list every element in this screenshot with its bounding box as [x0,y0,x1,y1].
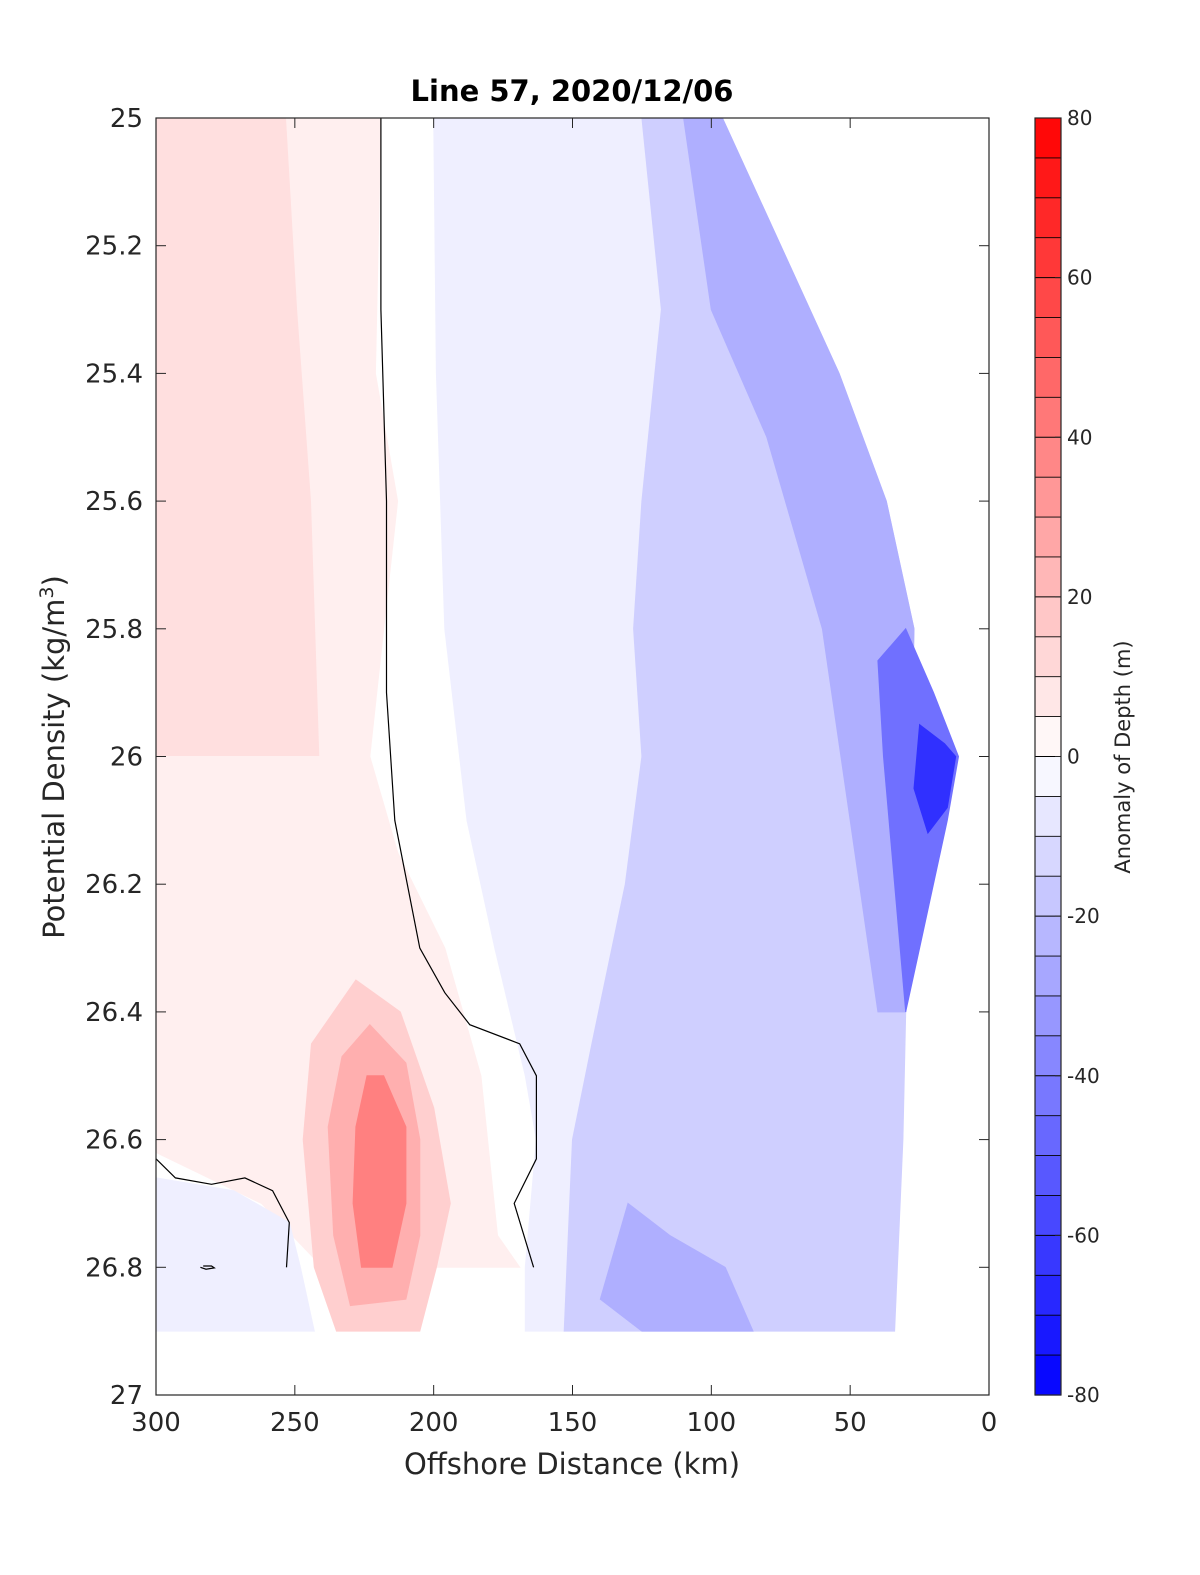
colorbar-segment [1035,157,1061,199]
colorbar-segment [1035,1235,1061,1276]
x-tick-label: 0 [981,1408,998,1438]
colorbar-tick-label: -60 [1067,1223,1100,1247]
x-tick-label: 250 [270,1408,320,1438]
y-tick-label: 26.2 [85,870,143,900]
colorbar-segment [1035,517,1061,558]
colorbar-title: Anomaly of Depth (m) [1111,640,1135,873]
colorbar-segment [1035,1355,1061,1396]
colorbar-segment [1035,197,1061,239]
colorbar-segment [1035,357,1061,398]
contour-region-10 [877,627,960,1013]
colorbar-segment [1035,956,1061,997]
colorbar-segment [1035,676,1061,718]
x-tick-label: 100 [687,1408,737,1438]
colorbar-segment [1035,796,1061,837]
x-axis-title: Offshore Distance (km) [404,1447,740,1481]
contour-region-9 [599,1202,754,1332]
zero-contour-line-0 [380,118,537,1268]
colorbar-segment [1035,916,1061,957]
colorbar-segment [1035,1155,1061,1197]
x-tick-label: 150 [548,1408,598,1438]
y-tick-label: 25.6 [85,487,143,517]
colorbar-segment [1035,1275,1061,1316]
colorbar-tick-label: 20 [1067,585,1092,609]
colorbar-segment [1035,556,1061,598]
colorbar-segment [1035,876,1061,917]
colorbar-segment [1035,437,1061,478]
colorbar-segment [1035,1315,1061,1356]
colorbar-tick-labels: 80 60 40 20 0 -20 -40 -60 -80 [1067,106,1100,1407]
x-tick-labels: 300 250 200 150 100 50 0 [131,1408,997,1438]
colorbar-segment [1035,995,1061,1037]
plot-frame [155,117,990,1396]
colorbar-segment [1035,477,1061,518]
x-tick-label: 300 [131,1408,181,1438]
colorbar-segment [1035,636,1061,678]
colorbar-segment [1035,1035,1061,1077]
colorbar-segment [1035,596,1061,638]
y-axis-title-superscript: 3 [36,586,58,598]
contour-region-5 [156,1177,315,1332]
y-tick-label: 27 [110,1381,143,1411]
contour-region-4 [352,1075,407,1268]
colorbar-segment [1035,716,1061,758]
chart-title: Line 57, 2020/12/06 [411,74,734,108]
contour-region-1 [156,118,521,1268]
y-axis-title-suffix: ) [37,575,71,586]
colorbar-segment [1035,756,1061,798]
colorbar-tick-label: 60 [1067,266,1092,290]
colorbar [1034,117,1062,1396]
contour-region-11 [913,723,957,835]
y-tick-label: 26 [110,743,143,773]
colorbar-segment [1035,1195,1061,1236]
contour-fill-layer [156,118,960,1332]
colorbar-tick-label: -80 [1067,1383,1100,1407]
y-tick-label: 25 [110,104,143,134]
colorbar-tick-label: 40 [1067,425,1092,449]
colorbar-tick-label: -20 [1067,904,1100,928]
colorbar-segment [1035,1075,1061,1117]
colorbar-tick-label: -40 [1067,1064,1100,1088]
y-tick-label: 25.2 [85,232,143,262]
y-axis-title: Potential Density (kg/m3) [36,575,71,939]
colorbar-tick-label: 80 [1067,106,1092,130]
y-tick-label: 25.4 [85,359,143,389]
colorbar-segment [1035,1115,1061,1157]
zero-contour-layer [156,118,537,1270]
colorbar-segment [1035,397,1061,438]
y-tick-label: 25.8 [85,615,143,645]
y-tick-label: 26.6 [85,1126,143,1156]
colorbar-segment [1035,317,1061,359]
colorbar-segment [1035,277,1061,319]
zero-contour-line-1 [156,1158,290,1268]
x-tick-label: 200 [409,1408,459,1438]
x-tick-label: 50 [834,1408,867,1438]
colorbar-segment [1035,118,1061,159]
zero-contour-line-2 [200,1265,216,1270]
y-tick-label: 26.8 [85,1253,143,1283]
colorbar-tick-label: 0 [1067,745,1080,769]
y-tick-labels: 25 25.2 25.4 25.6 25.8 26 26.2 26.4 26.6 26.8 27 [85,104,143,1411]
y-tick-label: 26.4 [85,998,143,1028]
y-axis-title-main: Potential Density (kg/m [37,599,71,939]
colorbar-segment [1035,836,1061,877]
colorbar-segment [1035,237,1061,279]
